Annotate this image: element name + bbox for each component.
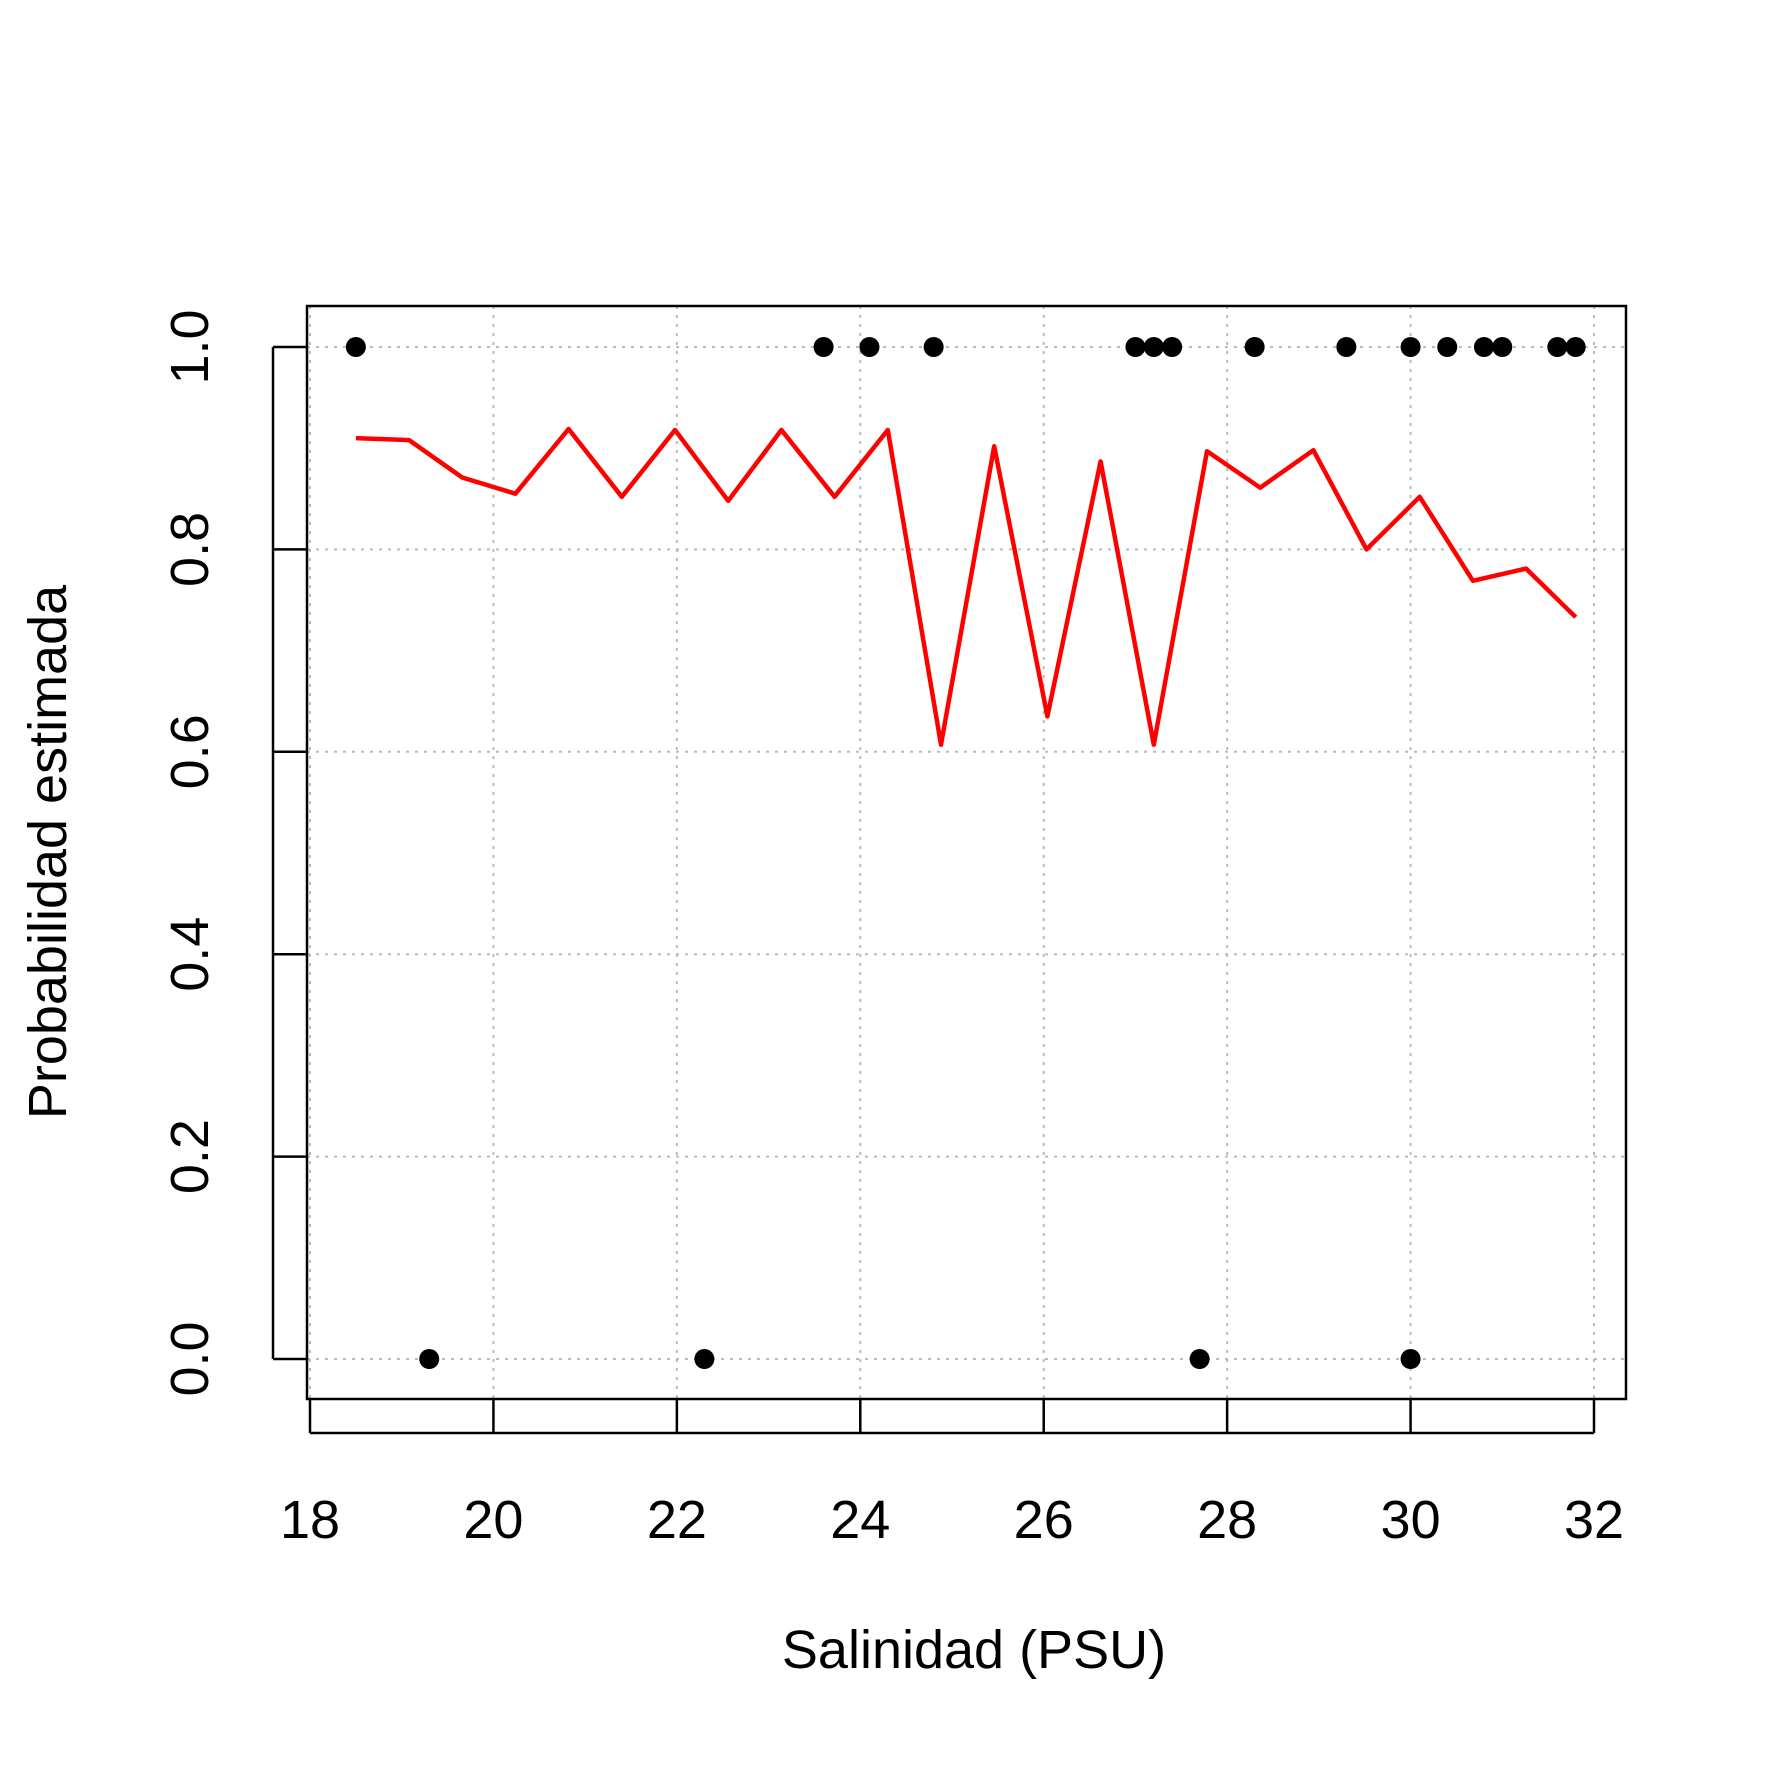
y-tick-label: 0.4 <box>160 917 220 992</box>
x-tick-label: 32 <box>1564 1490 1624 1550</box>
observation-point <box>419 1349 440 1369</box>
observation-point <box>1189 1349 1210 1369</box>
observation-point <box>923 337 944 357</box>
observation-point <box>1125 337 1146 357</box>
observation-point <box>813 337 834 357</box>
observation-point <box>1244 337 1265 357</box>
plot-frame <box>305 304 1628 1401</box>
observation-point <box>1336 337 1357 357</box>
axes-layer: 18 20 22 24 26 28 30 32 0.0 0.2 0.4 0.6 0.8 1.0 <box>160 304 1628 1550</box>
x-tick-label: 18 <box>280 1490 340 1550</box>
observation-point <box>1400 337 1421 357</box>
y-tick-label: 0.0 <box>160 1321 220 1396</box>
y-tick-label: 1.0 <box>160 309 220 384</box>
x-tick-label: 30 <box>1381 1490 1441 1550</box>
points-layer <box>345 337 1586 1369</box>
y-tick-label: 0.8 <box>160 512 220 587</box>
observation-point <box>1400 1349 1421 1369</box>
observation-point <box>345 337 366 357</box>
x-tick-label: 26 <box>1014 1490 1074 1550</box>
observation-point <box>859 337 880 357</box>
grid-layer <box>307 306 1626 1399</box>
y-tick-label: 0.6 <box>160 714 220 789</box>
x-tick-label: 22 <box>647 1490 707 1550</box>
line-layer <box>355 426 1578 747</box>
observation-point <box>1143 337 1164 357</box>
x-tick-label: 24 <box>830 1490 890 1550</box>
observation-point <box>1547 337 1568 357</box>
fitted-probability-line <box>355 426 1578 747</box>
observation-point <box>1162 337 1183 357</box>
observation-point <box>1565 337 1586 357</box>
observation-point <box>1473 337 1494 357</box>
y-axis-title: Probabilidad estimada <box>18 584 78 1119</box>
x-axis-title: Salinidad (PSU) <box>782 1620 1166 1680</box>
y-tick-label: 0.2 <box>160 1119 220 1194</box>
observation-point <box>694 1349 715 1369</box>
x-tick-label: 20 <box>463 1490 523 1550</box>
observation-point <box>1437 337 1458 357</box>
x-tick-label: 28 <box>1197 1490 1257 1550</box>
observation-point <box>1492 337 1513 357</box>
